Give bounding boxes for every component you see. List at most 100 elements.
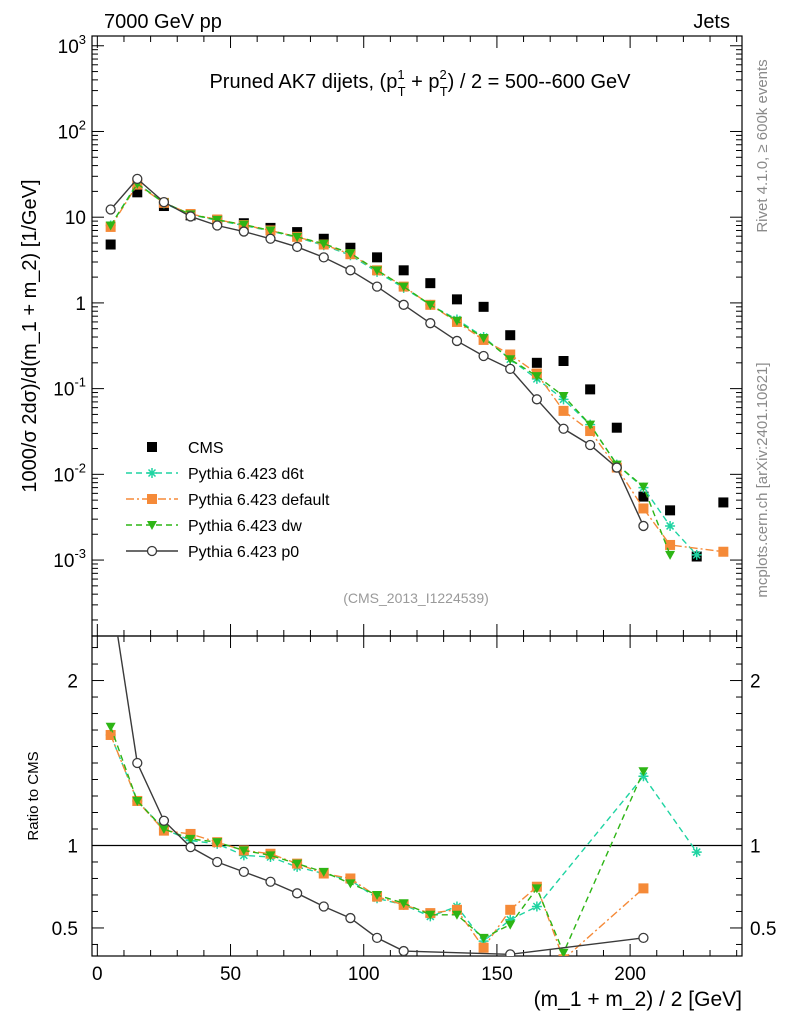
data-point: [105, 221, 116, 231]
x-axis-label: (m_1 + m_2) / 2 [GeV]: [534, 988, 742, 1011]
ratio-data-point: [132, 796, 143, 806]
data-point: [505, 363, 516, 375]
main-y-tick-label: 102: [58, 117, 86, 143]
data-point: [638, 503, 649, 514]
ratio-series-line: [109, 734, 698, 943]
ratio-data-point: [105, 722, 116, 732]
ratio-series-group: [105, 585, 702, 956]
ratio-data-point: [132, 757, 143, 769]
data-point: [665, 505, 676, 516]
data-point: [478, 333, 489, 343]
ratio-data-point: [105, 729, 116, 740]
data-point: [318, 233, 329, 244]
ratio-data-point: [531, 884, 542, 894]
data-point: [505, 355, 516, 365]
data-point: [398, 299, 409, 310]
legend-marker: [147, 442, 157, 452]
ratio-data-point: [158, 824, 169, 834]
legend-label: Pythia 6.423 p0: [188, 544, 299, 561]
ratio-data-point: [185, 834, 196, 844]
ratio-y-tick-label: 0.5: [52, 919, 78, 940]
ratio-data-point: [638, 932, 649, 944]
data-point: [132, 173, 143, 185]
ratio-data-point: [292, 859, 303, 869]
data-point: [372, 266, 383, 276]
ratio-data-point: [318, 867, 329, 877]
data-point: [718, 546, 729, 557]
main-y-tick-label: 10-1: [53, 375, 86, 401]
data-point: [505, 349, 516, 360]
ratio-y-tick-label-right: 1: [750, 836, 761, 857]
ratio-data-point: [638, 883, 649, 894]
main-y-tick-label: 10-3: [53, 546, 86, 572]
x-tick-label: 100: [348, 964, 380, 985]
data-point: [585, 420, 596, 430]
ratio-data-point: [558, 948, 569, 956]
data-point: [585, 439, 596, 451]
legend-marker: [146, 545, 158, 557]
ratio-data-point: [451, 904, 462, 915]
ratio-data-point: [106, 585, 115, 594]
data-point: [691, 549, 702, 560]
ratio-y-tick-label-right: 2: [750, 672, 761, 693]
data-point: [265, 226, 276, 236]
ratio-data-point: [371, 932, 383, 944]
ratio-data-point: [185, 841, 196, 853]
ratio-y-tick-label-right: 0.5: [750, 919, 776, 940]
ratio-data-point: [425, 910, 436, 920]
legend-marker: [147, 521, 157, 530]
data-point: [638, 482, 649, 492]
legend: CMS Pythia 6.423 d6t Pythia 6.423 default P…: [126, 440, 330, 561]
legend-label: Pythia 6.423 default: [188, 492, 330, 509]
ratio-series-pythia-6-423-dw: [105, 722, 649, 956]
data-point: [665, 520, 676, 531]
main-y-axis-label: 1000/σ 2dσ)/d(m_1 + m_2) [1/GeV]: [19, 179, 41, 492]
data-point: [531, 372, 542, 382]
ratio-data-point: [238, 866, 249, 878]
data-point: [318, 239, 329, 249]
ratio-data-point: [505, 904, 516, 915]
ratio-plot-frame: [91, 635, 743, 957]
data-point: [451, 294, 462, 305]
ratio-data-point: [318, 901, 329, 912]
ratio-data-point: [212, 838, 223, 848]
data-point: [558, 423, 569, 434]
main-series: [105, 173, 729, 562]
data-point: [318, 252, 329, 263]
data-point: [638, 491, 649, 502]
x-tick-label: 50: [220, 964, 241, 985]
ratio-data-point: [372, 890, 383, 900]
ratio-data-point: [265, 876, 276, 887]
ratio-data-point: [398, 899, 409, 909]
rivet-label: Rivet 4.1.0, ≥ 600k events: [754, 59, 771, 232]
ratio-series-pythia-6-423-p0: [106, 585, 649, 956]
ratio-data-point: [212, 856, 223, 868]
ratio-y-axis-label: Ratio to CMS: [25, 751, 42, 840]
data-point: [531, 394, 543, 405]
ratio-data-point: [451, 910, 462, 920]
data-point: [585, 384, 596, 395]
data-point: [585, 426, 596, 437]
main-y-tick-label: 10-2: [53, 460, 86, 486]
ratio-data-point: [238, 846, 249, 856]
energy-label: 7000 GeV pp: [104, 11, 222, 33]
series-line: [110, 182, 671, 556]
data-point: [478, 350, 489, 362]
data-point: [238, 226, 249, 237]
legend-label: CMS: [188, 440, 224, 457]
ratio-data-point: [638, 767, 649, 777]
x-tick-label: 150: [481, 964, 513, 985]
data-point: [665, 550, 676, 560]
data-point: [425, 318, 436, 329]
data-point: [505, 330, 516, 341]
data-point: [105, 204, 116, 215]
ratio-y-tick-label: 2: [67, 672, 78, 693]
ratio-data-point: [345, 879, 356, 889]
ratio-data-point: [398, 945, 409, 956]
analysis-id: (CMS_2013_I1224539): [343, 590, 489, 606]
data-point: [185, 211, 196, 222]
data-point: [638, 520, 649, 532]
ratio-data-point: [345, 873, 356, 884]
